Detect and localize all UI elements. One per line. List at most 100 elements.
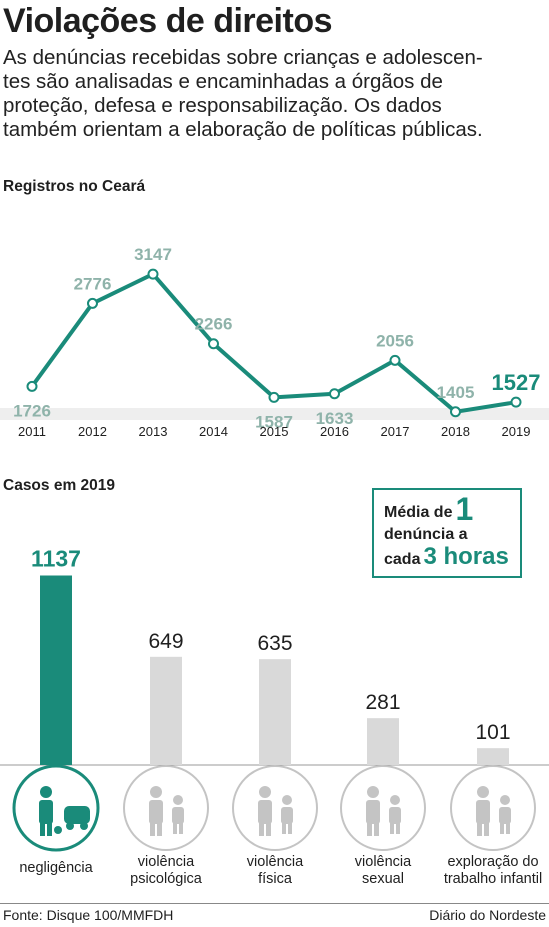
bar xyxy=(150,656,182,765)
bar-chart-title: Casos em 2019 xyxy=(3,477,116,494)
data-point xyxy=(329,388,340,400)
bar-value-label: 649 xyxy=(148,630,183,653)
icon-leg xyxy=(390,822,394,834)
data-point xyxy=(147,268,159,280)
category-label: psicológica xyxy=(130,871,203,887)
icon-leg xyxy=(150,822,155,836)
callout-line2: denúncia a xyxy=(384,526,468,543)
intro-line: proteção, defesa e responsabilização. Os… xyxy=(3,94,442,117)
callout-number: 1 xyxy=(455,491,474,527)
icon-head xyxy=(173,795,183,805)
neglect-icon xyxy=(12,764,100,852)
footer-source: Fonte: Disque 100/MMFDH xyxy=(3,907,174,923)
icon-leg xyxy=(374,822,379,836)
icon-leg xyxy=(266,822,271,836)
icon-leg xyxy=(396,822,400,834)
footer-divider xyxy=(0,903,549,904)
category-label: exploração do xyxy=(447,854,538,870)
icon-ring xyxy=(123,765,209,851)
icon-leg xyxy=(506,822,510,834)
icon-ring xyxy=(450,765,536,851)
callout-line3: cada xyxy=(384,551,421,568)
category-label: física xyxy=(258,871,293,887)
data-label: 1587 xyxy=(255,412,293,431)
data-point xyxy=(87,297,98,309)
icon-wheel xyxy=(80,822,88,830)
bar-value-label: 101 xyxy=(475,721,510,744)
icon-head xyxy=(390,795,400,805)
callout-hours: 3 horas xyxy=(423,543,509,570)
icon-leg xyxy=(477,822,482,836)
data-point xyxy=(268,391,280,403)
intro-line: também orientam a elaboração de política… xyxy=(3,118,483,141)
child-labor-icon xyxy=(450,765,536,851)
data-point xyxy=(208,338,219,350)
icon-leg xyxy=(40,822,45,836)
x-tick-label: 2017 xyxy=(381,424,410,439)
footer-publisher: Diário do Nordeste xyxy=(429,907,546,923)
x-tick-label: 2018 xyxy=(441,424,470,439)
physical-violence-icon xyxy=(232,765,318,851)
x-tick-label: 2011 xyxy=(18,424,46,439)
x-tick-label: 2016 xyxy=(320,424,349,439)
data-label: 2266 xyxy=(195,315,233,334)
icon-head xyxy=(367,786,379,798)
average-callout: Média de1 denúncia a cada 3 horas xyxy=(372,488,522,578)
page-title: Violações de direitos xyxy=(3,2,333,40)
category-label: trabalho infantil xyxy=(444,871,542,887)
axis-band xyxy=(0,408,549,420)
data-point xyxy=(510,396,522,408)
icon-body xyxy=(258,800,272,824)
icon-ring xyxy=(340,765,426,851)
icon-head xyxy=(282,795,292,805)
category-label: negligência xyxy=(19,860,93,876)
intro-line: tes são analisadas e encaminhadas a órgã… xyxy=(3,70,443,93)
line-chart: 1726 2776 3147 2266 1587 1633 2056 1405 1527 2011… xyxy=(0,245,549,439)
icon-leg xyxy=(179,822,183,834)
x-tick-label: 2019 xyxy=(502,424,531,439)
icon-leg xyxy=(500,822,504,834)
psychological-violence-icon xyxy=(123,765,209,851)
data-label: 1726 xyxy=(13,401,51,420)
category-label: violência xyxy=(355,854,412,870)
data-label: 3147 xyxy=(134,245,172,264)
icon-leg xyxy=(288,822,292,834)
bar xyxy=(477,748,509,765)
icon-leg xyxy=(259,822,264,836)
category-label: violência xyxy=(247,854,304,870)
icon-body xyxy=(281,807,293,824)
icon-body xyxy=(476,800,490,824)
bar xyxy=(367,718,399,765)
line-chart-title: Registros no Ceará xyxy=(3,178,146,195)
data-label: 1405 xyxy=(437,383,475,402)
icon-head xyxy=(259,786,271,798)
icon-head xyxy=(477,786,489,798)
icon-leg xyxy=(157,822,162,836)
icon-body xyxy=(149,800,163,824)
icon-ring xyxy=(12,764,100,852)
data-label: 1527 xyxy=(492,370,541,395)
sexual-violence-icon xyxy=(340,765,426,851)
icon-head xyxy=(40,786,52,798)
data-point xyxy=(450,406,461,418)
icon-child xyxy=(54,826,62,834)
x-tick-label: 2014 xyxy=(199,424,228,439)
bar-value-label: 281 xyxy=(365,691,400,714)
category-label: sexual xyxy=(362,871,404,887)
icon-body xyxy=(366,800,380,824)
x-tick-label: 2015 xyxy=(260,424,289,439)
icon-body xyxy=(499,807,511,824)
x-tick-label: 2012 xyxy=(78,424,107,439)
data-point xyxy=(26,380,38,392)
icon-leg xyxy=(367,822,372,836)
intro-line: As denúncias recebidas sobre crianças e … xyxy=(3,46,483,69)
bar xyxy=(40,575,72,765)
bar-value-label: 635 xyxy=(257,632,292,655)
icon-head xyxy=(150,786,162,798)
icon-head xyxy=(500,795,510,805)
icon-wheel xyxy=(66,822,74,830)
data-label: 2056 xyxy=(376,331,414,350)
icon-leg xyxy=(282,822,286,834)
intro-text: As denúncias recebidas sobre crianças e … xyxy=(3,46,538,142)
icon-leg xyxy=(484,822,489,836)
